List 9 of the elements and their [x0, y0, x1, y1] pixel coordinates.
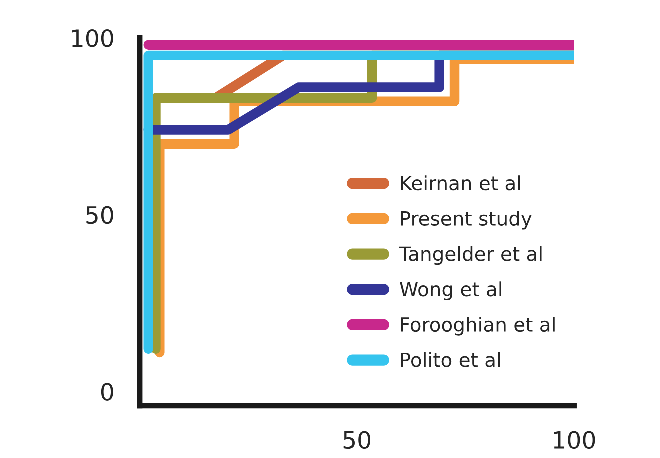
y-tick-label: 50 [86, 206, 114, 224]
legend-label: Tangelder et al [399, 246, 542, 266]
legend-label: Wong et al [400, 282, 502, 300]
legend-label: Polito et al [401, 352, 500, 368]
legend-label: Keirnan et al [401, 176, 520, 191]
y-tick-label: 0 [101, 383, 114, 401]
legend-label: Present study [401, 210, 532, 230]
y-tick-label: 100 [72, 29, 114, 48]
legend-label: Forooghian et al [401, 317, 555, 336]
